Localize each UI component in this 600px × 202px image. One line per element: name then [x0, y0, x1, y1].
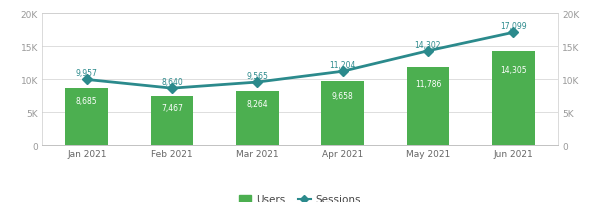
Bar: [407, 68, 449, 145]
Bar: [322, 82, 364, 145]
Bar: [492, 52, 535, 145]
Text: 17,099: 17,099: [500, 22, 527, 31]
Text: 14,302: 14,302: [415, 41, 441, 49]
Text: 8,685: 8,685: [76, 97, 98, 106]
Legend: Users, Sessions: Users, Sessions: [235, 190, 365, 202]
Text: 11,786: 11,786: [415, 80, 441, 89]
Text: 11,204: 11,204: [329, 61, 356, 70]
Bar: [151, 96, 193, 145]
Text: 9,957: 9,957: [76, 69, 98, 78]
Text: 8,640: 8,640: [161, 78, 183, 87]
Text: 7,467: 7,467: [161, 104, 183, 113]
Bar: [65, 88, 108, 145]
Bar: [236, 91, 278, 145]
Text: 8,264: 8,264: [247, 99, 268, 108]
Text: 14,305: 14,305: [500, 66, 527, 75]
Text: 9,565: 9,565: [247, 72, 268, 81]
Text: 9,658: 9,658: [332, 92, 353, 101]
